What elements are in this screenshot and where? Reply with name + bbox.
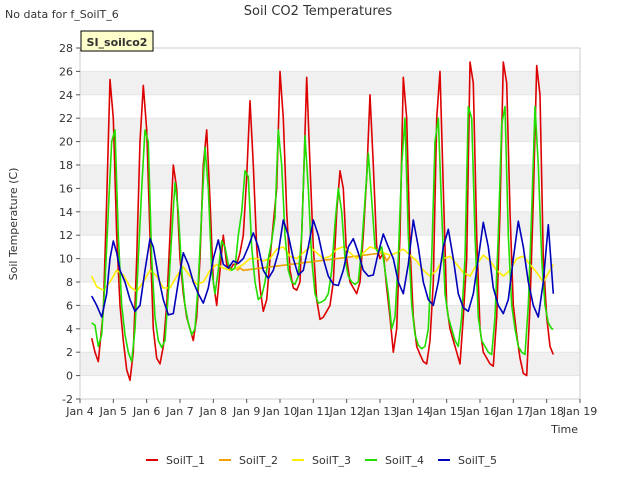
x-axis: Jan 4 Jan 5 Jan 6 Jan 7 Jan 8 Jan 9 Jan 10Jan … <box>65 399 597 418</box>
grid-band <box>80 352 580 376</box>
plot-frame <box>79 47 581 400</box>
series-line-soilt-4 <box>91 105 554 363</box>
y-tick-label: 22 <box>59 112 73 125</box>
y-tick-label: 20 <box>59 136 73 149</box>
y-tick-label: 12 <box>59 229 73 242</box>
grid-bands <box>80 47 580 400</box>
site-label: SI_soilco2 <box>87 36 148 49</box>
legend-label: SoilT_5 <box>458 454 497 467</box>
x-tick-label: Jan 13 <box>362 405 397 418</box>
series-line-soilt-5 <box>90 219 555 318</box>
y-tick-label: 2 <box>66 346 73 359</box>
grid-band <box>80 141 580 165</box>
x-tick-label: Jan 18 <box>528 405 563 418</box>
y-tick-label: -2 <box>62 393 73 406</box>
x-tick-label: Jan 11 <box>295 405 330 418</box>
series-lines <box>90 61 555 382</box>
y-tick-label: 0 <box>66 370 73 383</box>
grid-band <box>80 235 580 259</box>
x-tick-label: Jan 6 <box>132 405 160 418</box>
grid-band <box>80 48 580 72</box>
y-tick-label: 16 <box>59 182 73 195</box>
x-tick-label: Jan 15 <box>428 405 463 418</box>
y-tick-label: 24 <box>59 89 73 102</box>
y-tick-label: 14 <box>59 206 73 219</box>
grid-band <box>80 188 580 212</box>
chart-title: Soil CO2 Temperatures <box>244 4 393 19</box>
y-axis-label: Soil Temperature (C) <box>7 168 20 281</box>
plot-border <box>79 47 581 400</box>
legend-label: SoilT_4 <box>385 454 424 467</box>
no-data-note: No data for f_SoilT_6 <box>5 8 119 21</box>
x-tick-label: Jan 8 <box>199 405 227 418</box>
y-tick-label: 8 <box>66 276 73 289</box>
legend-label: SoilT_1 <box>166 454 205 467</box>
x-tick-label: Jan 16 <box>462 405 497 418</box>
x-tick-label: Jan 19 <box>562 405 597 418</box>
legend-label: SoilT_3 <box>312 454 351 467</box>
x-tick-label: Jan 5 <box>99 405 127 418</box>
y-tick-label: 18 <box>59 159 73 172</box>
grid-band <box>80 94 580 119</box>
grid-band <box>80 305 580 329</box>
grid-band <box>80 118 580 142</box>
y-tick-label: 6 <box>66 299 73 312</box>
series-line-soilt-1 <box>90 61 555 382</box>
x-tick-label: Jan 10 <box>262 405 297 418</box>
y-tick-label: 28 <box>59 42 73 55</box>
x-tick-label: Jan 17 <box>495 405 530 418</box>
legend-label: SoilT_2 <box>239 454 278 467</box>
series-line-soilt-2 <box>236 252 391 272</box>
y-tick-label: 10 <box>59 253 73 266</box>
grid-band <box>80 165 580 189</box>
site-label-box: SI_soilco2 <box>80 30 154 52</box>
x-tick-label: Jan 9 <box>232 405 260 418</box>
y-tick-label: 4 <box>66 323 73 336</box>
x-tick-label: Jan 4 <box>65 405 93 418</box>
y-tick-label: 26 <box>59 65 73 78</box>
grid-band <box>80 71 580 95</box>
grid-band <box>80 375 580 399</box>
x-tick-label: Jan 12 <box>328 405 363 418</box>
x-axis-label: Time <box>550 423 578 436</box>
legend: SoilT_1 SoilT_2 SoilT_3 SoilT_4 SoilT_5 <box>146 454 497 467</box>
x-tick-label: Jan 14 <box>395 405 430 418</box>
grid-band <box>80 211 580 236</box>
x-tick-label: Jan 7 <box>165 405 193 418</box>
